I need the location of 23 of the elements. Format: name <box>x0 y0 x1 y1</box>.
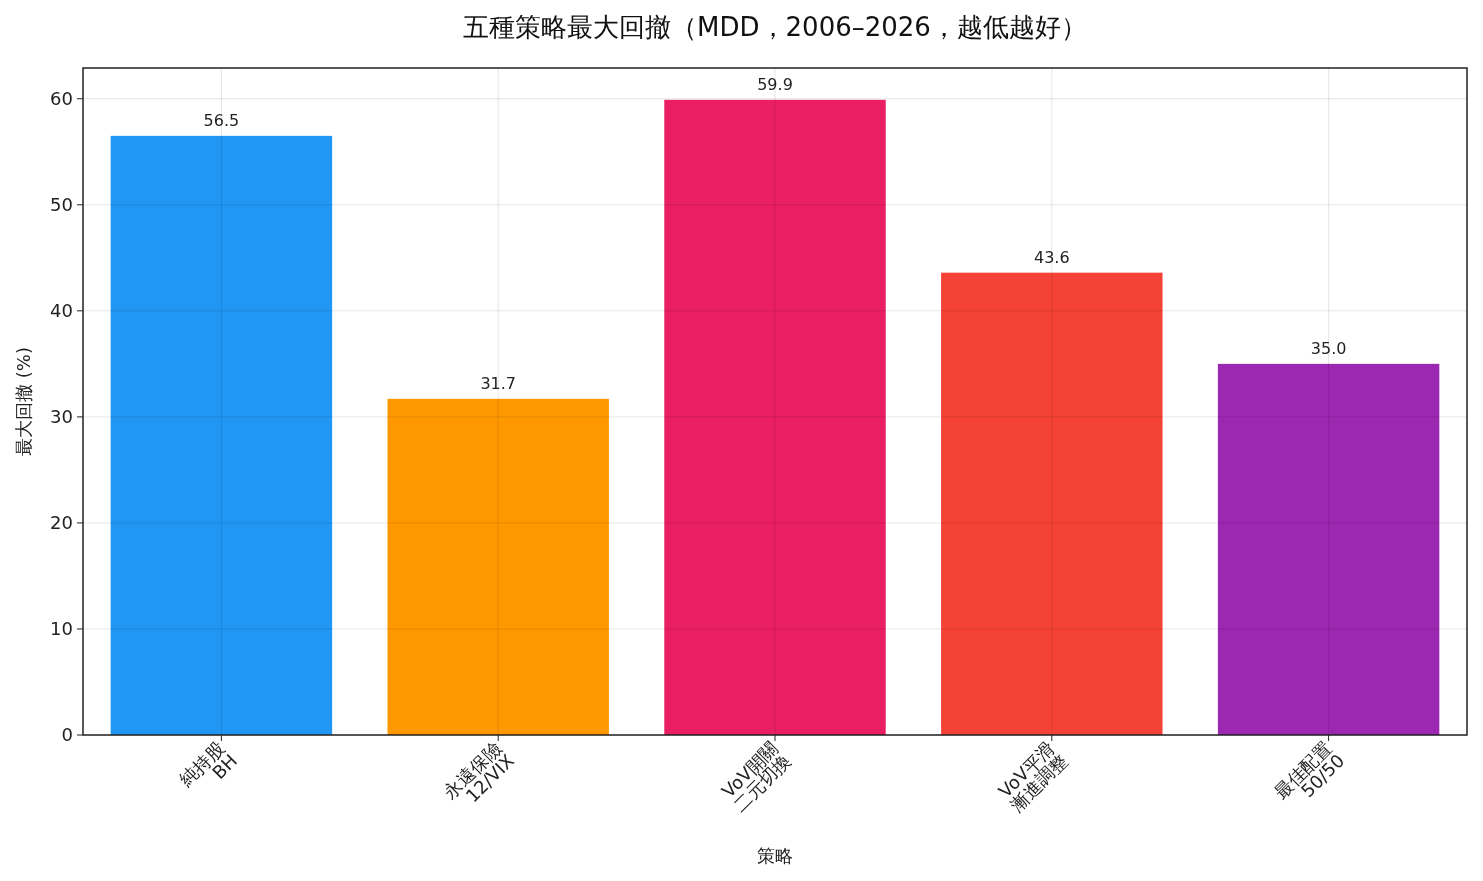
data-label: 59.9 <box>757 74 793 94</box>
x-tick-label: VoV開關 二元切換 <box>717 737 795 816</box>
data-label: 31.7 <box>480 373 517 393</box>
bar <box>1217 363 1440 735</box>
y-tick-label: 20 <box>50 512 73 534</box>
y-tick-label: 30 <box>50 406 73 428</box>
bar <box>941 272 1163 735</box>
y-axis-title: 最大回撤 (%) <box>13 347 34 456</box>
x-axis-title: 策略 <box>757 845 793 866</box>
y-tick-label: 10 <box>50 618 73 640</box>
data-label: 56.5 <box>203 110 240 130</box>
chart-title: 五種策略最大回撤（MDD，2006–2026，越低越好） <box>463 12 1087 42</box>
y-tick-label: 40 <box>50 300 73 322</box>
bar <box>664 99 886 735</box>
x-tick-label: VoV平滑 漸進調整 <box>994 737 1072 816</box>
bar <box>387 398 609 735</box>
data-label: 35.0 <box>1310 338 1347 358</box>
data-label: 43.6 <box>1033 247 1070 267</box>
y-tick-label: 50 <box>50 194 73 216</box>
x-tick-label: 純持股 BH <box>175 737 242 791</box>
y-tick-label: 0 <box>61 724 73 746</box>
y-tick-label: 60 <box>50 88 73 110</box>
bar <box>110 135 333 735</box>
